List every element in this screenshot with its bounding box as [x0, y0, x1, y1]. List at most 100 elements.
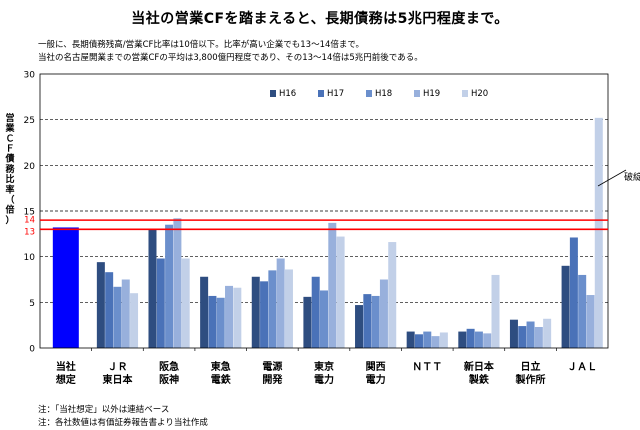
y-tick-label-15: 15 [24, 208, 35, 218]
bar-9-H18 [526, 321, 535, 348]
x-category-label-7-0: ＮＴＴ [412, 361, 442, 373]
x-category-label-6-0: 関西 [366, 361, 386, 373]
bar-10-H18 [578, 274, 587, 348]
bar-10-H16 [561, 265, 570, 348]
legend-swatch-H17 [318, 90, 324, 97]
x-category-label-1-0: ＪＲ [107, 361, 127, 373]
bar-8-H20 [491, 274, 500, 348]
x-category-label-4-1: 開発 [262, 373, 283, 386]
plot-border [39, 73, 609, 349]
bar-2-H16 [148, 229, 157, 348]
y-tick-label-10: 10 [24, 253, 36, 263]
footnote-2: 注：各社数値は有価証券報告書より当社作成 [38, 418, 208, 428]
x-category-label-2-0: 阪急 [159, 360, 179, 373]
bar-2-H17 [156, 258, 165, 348]
bar-2-H19 [173, 218, 182, 348]
bar-4-H17 [260, 281, 269, 348]
legend-label-H20: H20 [471, 89, 488, 99]
legend-swatch-H20 [462, 90, 468, 97]
bar-2-H20 [181, 258, 190, 348]
x-category-label-10-0: ＪＡＬ [567, 361, 597, 373]
y-tick-label-20: 20 [24, 162, 36, 172]
bar-10-H17 [569, 237, 578, 348]
bar-company [52, 227, 79, 348]
reference-label-14: 14 [24, 216, 35, 226]
annotation-label: 破綻 [624, 171, 640, 183]
legend-label-H17: H17 [327, 89, 344, 99]
y-axis-label: 営業ＣＦ債務比率（倍） [4, 112, 15, 226]
bar-3-H19 [225, 285, 234, 348]
bar-10-H20 [594, 117, 603, 348]
bar-9-H16 [509, 319, 518, 348]
x-category-label-9-0: 日立 [521, 360, 541, 373]
x-category-label-6-1: 電力 [366, 373, 386, 386]
x-category-label-0-1: 想定 [55, 373, 76, 386]
legend: H16 H17 H18 H19 H20 [270, 89, 488, 99]
bar-7-H17 [414, 334, 423, 348]
description-line-2: 当社の名古屋開業までの営業CFの平均は3,800億円程度であり、その13～14倍… [38, 53, 423, 63]
y-tick-label-0: 0 [29, 345, 35, 355]
x-category-label-1-1: 東日本 [102, 373, 133, 386]
bar-8-H17 [466, 328, 475, 348]
bar-8-H18 [474, 331, 483, 348]
x-category-label-3-0: 東急 [211, 360, 231, 373]
description-line-1: 一般に、長期債務残高/営業CF比率は10倍以下。比率が高い企業でも13～14倍ま… [38, 40, 365, 50]
legend-swatch-H19 [414, 90, 420, 97]
bar-8-H16 [458, 331, 467, 348]
annotations: 破綻 [597, 169, 640, 187]
bar-4-H20 [284, 269, 293, 348]
bar-3-H16 [200, 276, 209, 348]
x-category-label-3-1: 電鉄 [211, 373, 231, 386]
bar-9-H19 [534, 326, 543, 348]
bar-4-H18 [268, 270, 277, 348]
bar-5-H18 [320, 290, 328, 348]
bar-5-H16 [303, 296, 312, 348]
bar-6-H20 [388, 242, 397, 348]
bar-5-H19 [328, 222, 337, 348]
bar-1-H17 [105, 272, 114, 348]
bar-6-H19 [379, 279, 388, 348]
reference-label-13: 13 [24, 227, 35, 237]
legend-label-H19: H19 [423, 89, 440, 99]
legend-label-H16: H16 [279, 89, 296, 99]
bar-9-H20 [543, 318, 552, 348]
bar-3-H20 [233, 287, 242, 348]
bar-6-H17 [363, 294, 372, 348]
y-tick-label-25: 25 [24, 116, 35, 126]
x-category-label-4-0: 電源 [262, 360, 282, 373]
bar-7-H20 [439, 332, 448, 348]
legend-swatch-H18 [366, 90, 372, 97]
x-category-label-2-1: 阪神 [159, 373, 179, 386]
bar-9-H17 [518, 326, 527, 348]
legend-label-H18: H18 [375, 89, 392, 99]
gridlines [40, 119, 608, 303]
legend-swatch-H16 [270, 90, 276, 97]
bar-3-H18 [216, 297, 225, 348]
annotation-arrow [597, 169, 627, 187]
bar-1-H16 [96, 262, 105, 348]
bar-7-H16 [406, 331, 415, 348]
x-category-label-9-1: 製作所 [515, 373, 546, 386]
x-category-label-5-0: 東京 [314, 360, 334, 373]
page-title: 当社の営業CFを踏まえると、長期債務は5兆円程度まで。 [131, 11, 509, 27]
bar-2-H18 [165, 224, 174, 348]
bar-7-H19 [431, 336, 440, 348]
bar-6-H18 [371, 295, 380, 348]
bar-1-H19 [121, 279, 130, 348]
bar-10-H19 [586, 295, 595, 348]
bar-5-H17 [311, 276, 320, 348]
footnote-1: 注：「当社想定」以外は連結ベース [38, 405, 170, 415]
y-tick-label-30: 30 [24, 71, 36, 81]
y-tick-label-5: 5 [29, 299, 35, 309]
bars [52, 117, 603, 348]
bar-8-H19 [483, 333, 492, 348]
x-category-label-0-0: 当社 [56, 360, 76, 373]
bar-4-H19 [276, 258, 285, 348]
x-category-label-5-1: 電力 [314, 373, 334, 386]
bar-1-H18 [113, 286, 122, 348]
bar-1-H20 [130, 293, 139, 348]
bar-5-H20 [336, 236, 345, 348]
x-category-label-8-0: 新日本 [464, 360, 495, 373]
